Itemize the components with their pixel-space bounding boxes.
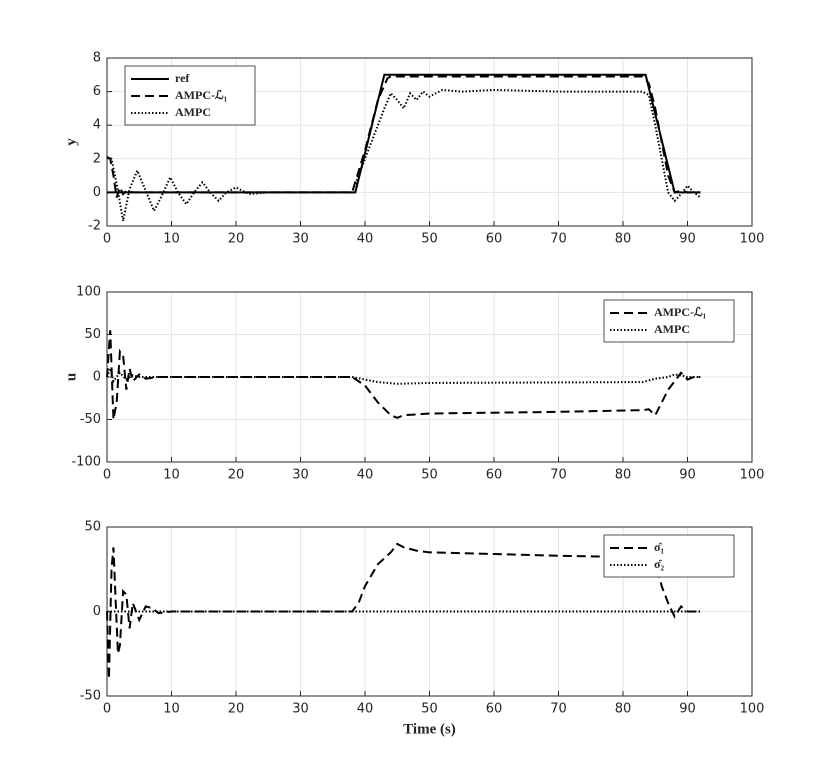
x-tick-label: 10 [163,702,180,717]
legend-label: σ̂₁ [654,540,665,554]
y-tick-label: 0 [93,185,101,200]
y-tick-label: 8 [93,51,101,66]
x-tick-label: 20 [228,702,245,717]
legend-label: σ̂₂ [654,557,665,571]
x-axis-label: Time (s) [403,721,456,737]
legend-label: AMPC-ℒ₁ [654,305,707,319]
x-tick-label: 0 [103,232,111,247]
x-tick-label: 80 [615,232,632,247]
x-tick-label: 30 [292,702,309,717]
x-tick-label: 10 [163,232,180,247]
legend-label: AMPC-ℒ₁ [175,88,228,102]
x-tick-label: 20 [228,232,245,247]
x-tick-label: 60 [486,468,503,483]
x-tick-label: 30 [292,232,309,247]
y-tick-label: -50 [80,689,101,704]
x-tick-label: 40 [357,702,374,717]
legend-label: ref [175,71,190,85]
y-axis-label: u [63,373,79,381]
x-tick-label: 70 [550,232,567,247]
x-tick-label: 0 [103,702,111,717]
series-line [106,88,702,222]
y-tick-label: 50 [84,327,101,342]
x-tick-label: 70 [550,702,567,717]
x-tick-label: 70 [550,468,567,483]
legend-label: AMPC [654,322,690,336]
legend-label: AMPC [175,105,211,119]
x-tick-label: 50 [421,468,438,483]
x-tick-label: 40 [357,232,374,247]
y-tick-label: -50 [80,412,101,427]
x-tick-label: 20 [228,468,245,483]
y-tick-label: 100 [76,285,101,300]
x-tick-label: 30 [292,468,309,483]
series-line [106,75,701,198]
y-tick-label: 0 [93,604,101,619]
series-line [106,365,701,385]
legend-box [124,65,256,126]
x-tick-label: 100 [740,468,765,483]
x-tick-label: 60 [486,232,503,247]
y-tick-label: 2 [93,151,101,166]
y-tick-label: -100 [71,455,101,470]
y-tick-label: 6 [93,84,101,99]
x-tick-label: 100 [740,232,765,247]
axes-box [106,57,753,227]
series-line [106,330,701,420]
legend-box [603,299,735,343]
y-axis-label: y [63,138,79,146]
series-line [106,542,701,680]
y-tick-label: 50 [84,520,101,535]
x-tick-label: 40 [357,468,374,483]
x-tick-label: 50 [421,702,438,717]
y-tick-label: 4 [93,118,101,133]
x-tick-label: 90 [679,702,696,717]
x-tick-label: 50 [421,232,438,247]
x-tick-label: 80 [615,468,632,483]
subplot: 0 10 20 30 40 50 60 70 80 90 100-202468refAMPC-ℒ₁A… [63,51,764,247]
subplot: 0 10 20 30 40 50 60 70 80 90 100 -100 -50 0 50 100 AMPC-… [63,285,764,483]
x-tick-label: 100 [740,702,765,717]
x-tick-label: 90 [679,232,696,247]
x-tick-label: 0 [103,468,111,483]
y-tick-label: 0 [93,370,101,385]
x-tick-label: 90 [679,468,696,483]
x-tick-label: 60 [486,702,503,717]
x-tick-label: 10 [163,468,180,483]
x-tick-label: 80 [615,702,632,717]
legend-box [603,534,735,578]
y-tick-label: -2 [88,219,101,234]
